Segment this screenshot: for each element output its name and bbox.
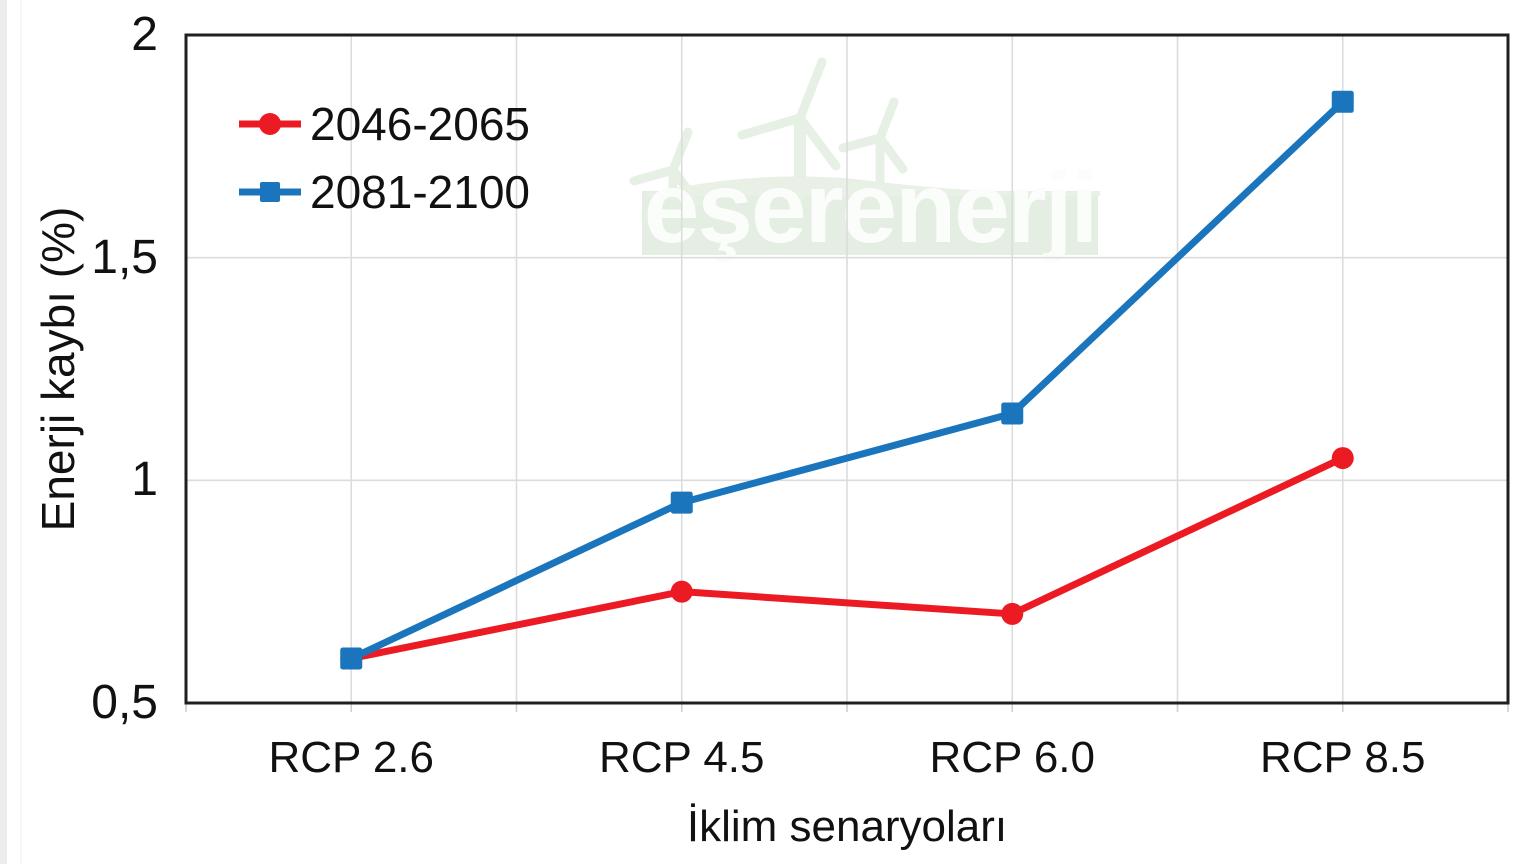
y-tick-label: 0,5: [91, 676, 158, 729]
x-tick-label: RCP 6.0: [929, 733, 1096, 782]
data-point-2046-2065: [670, 580, 693, 603]
watermark-band: [642, 191, 1098, 255]
legend-label: 2046-2065: [310, 98, 530, 150]
data-point-2081-2100: [1331, 90, 1354, 113]
legend-swatch-circle-icon: [239, 113, 301, 135]
series-line-2081-2100: [347, 98, 1347, 662]
y-tick-label: 1: [131, 453, 158, 507]
plot-border: [184, 33, 1510, 705]
left-edge-hairline: [20, 0, 22, 864]
y-tick-label: 2: [131, 8, 158, 61]
legend-item-2081-2100: 2081-2100: [238, 158, 530, 226]
data-point-2046-2065: [1331, 447, 1354, 470]
legend-swatch-square-icon: [239, 182, 301, 202]
data-point-2046-2065: [1001, 602, 1024, 625]
x-tick-label: RCP 8.5: [1260, 733, 1426, 782]
legend-label: 2081-2100: [310, 166, 530, 218]
data-point-2081-2100: [1001, 402, 1024, 425]
x-tick-label: RCP 2.6: [268, 733, 435, 782]
x-tick-label: RCP 4.5: [599, 733, 765, 782]
data-point-2081-2100: [340, 647, 363, 670]
y-axis-title: Enerji kaybı (%): [32, 206, 84, 532]
y-tick-label: 1,5: [91, 230, 158, 284]
data-point-2081-2100: [670, 491, 693, 514]
legend: 2046-2065 2081-2100: [238, 90, 530, 226]
legend-item-2046-2065: 2046-2065: [238, 90, 530, 158]
series-line-2046-2065: [347, 454, 1347, 662]
x-axis-title: İklim senaryoları: [686, 802, 1008, 851]
left-edge-strip: [0, 0, 7, 864]
watermark-text: eşerenerji: [643, 152, 1099, 264]
